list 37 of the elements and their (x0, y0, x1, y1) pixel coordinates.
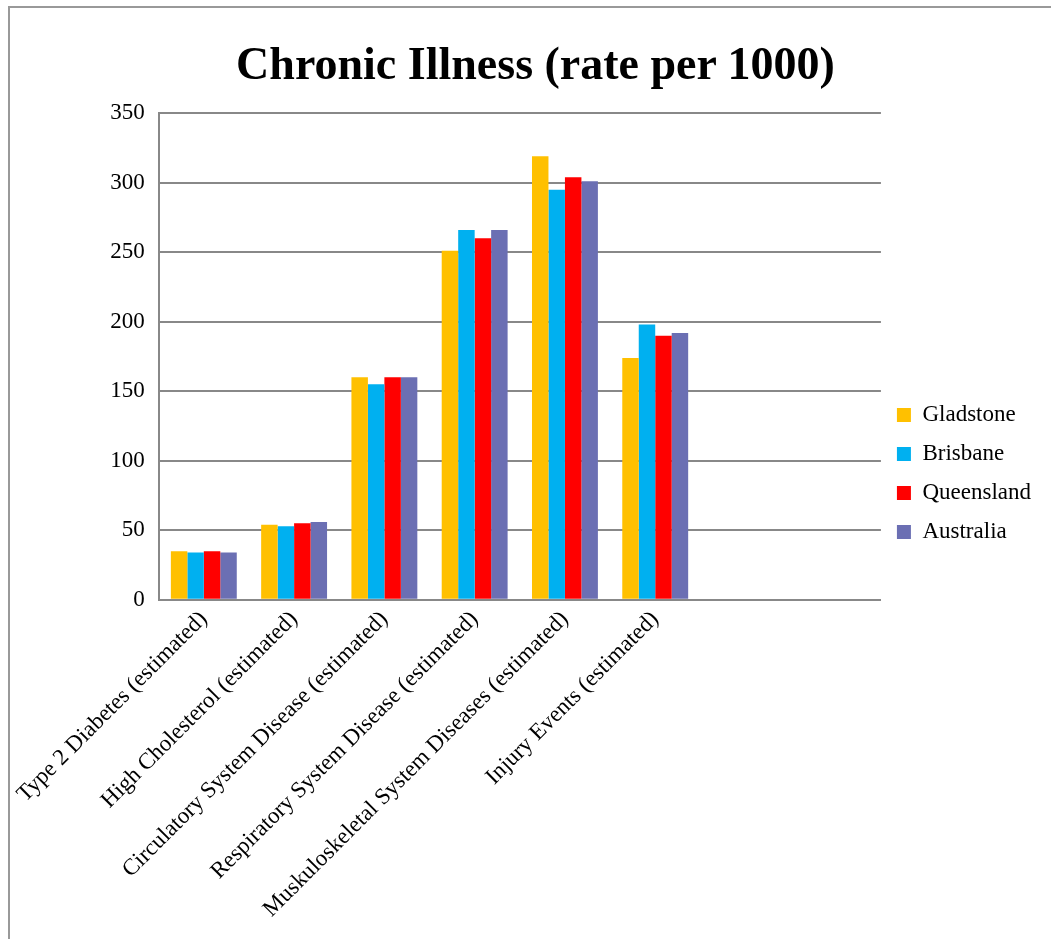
bar (367, 384, 385, 599)
legend-label: Australia (922, 518, 1007, 544)
bar (187, 552, 204, 599)
bar (531, 156, 549, 599)
bar (261, 524, 278, 599)
bar (622, 357, 639, 599)
bar (170, 551, 188, 599)
y-tick-label: 50 (121, 516, 145, 542)
bar (351, 377, 368, 599)
y-tick-label: 350 (110, 99, 145, 125)
bar (400, 377, 418, 599)
legend-label: Brisbane (922, 440, 1005, 466)
bar (655, 335, 672, 599)
legend-label: Gladstone (922, 401, 1016, 427)
bar (277, 526, 295, 599)
y-tick-label: 200 (110, 307, 145, 333)
bar (441, 250, 459, 599)
bar (203, 551, 221, 599)
bar (294, 523, 311, 599)
y-tick-label: 300 (110, 168, 145, 194)
y-tick-label: 150 (110, 377, 145, 403)
chart-title: Chronic Illness (rate per 1000) (236, 38, 835, 90)
bar (638, 324, 656, 599)
bar (310, 521, 328, 599)
legend-label: Queensland (922, 479, 1032, 505)
bar (384, 377, 401, 599)
bar (564, 177, 582, 599)
bar (671, 332, 689, 599)
y-tick-label: 0 (133, 585, 145, 611)
bar (581, 181, 598, 599)
y-tick-label: 100 (110, 446, 145, 472)
bar (491, 229, 508, 599)
bar (474, 238, 492, 599)
bar (458, 229, 475, 599)
bar (548, 189, 565, 599)
y-tick-label: 250 (110, 238, 145, 264)
bar (220, 552, 237, 599)
